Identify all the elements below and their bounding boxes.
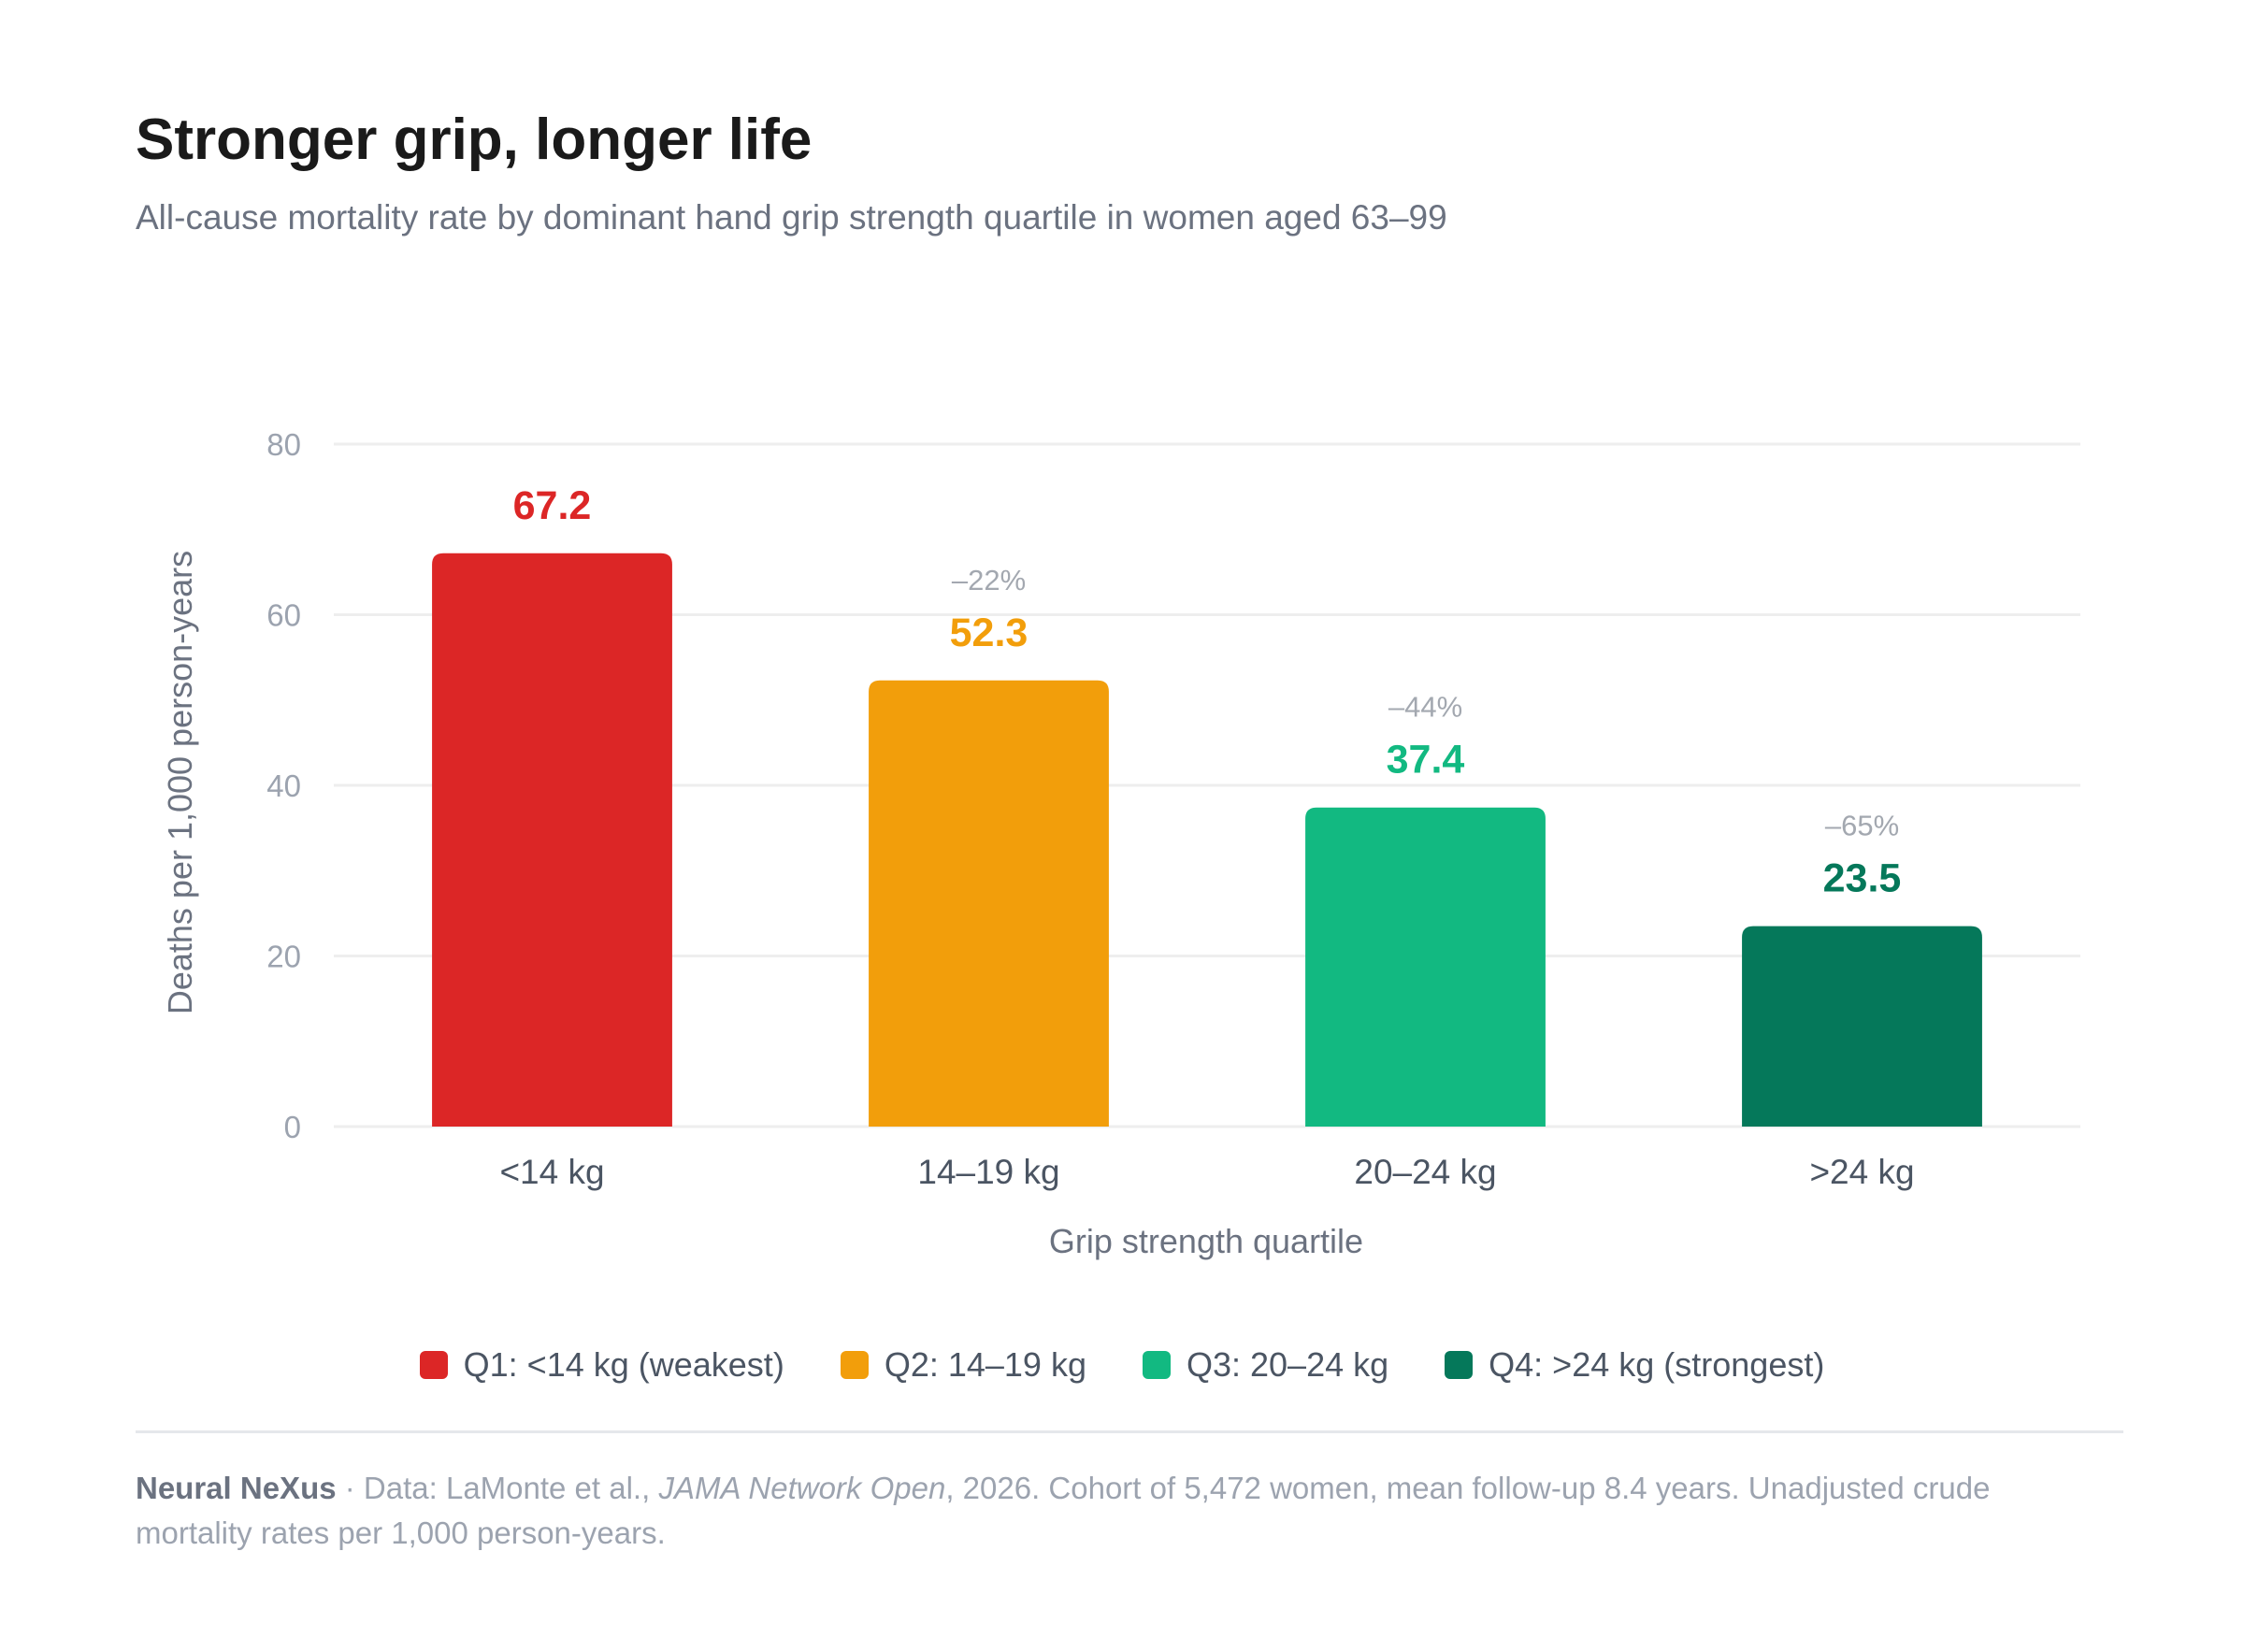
legend-item: Q2: 14–19 kg (840, 1345, 1086, 1385)
change-label: –22% (952, 564, 1026, 596)
x-axis-ticks: <14 kg 14–19 kg 20–24 kg >24 kg (499, 1153, 1914, 1191)
change-label: –65% (1825, 810, 1899, 842)
bar (869, 680, 1109, 1127)
x-tick-label: 20–24 kg (1354, 1153, 1496, 1191)
bar (1305, 807, 1546, 1127)
y-tick-label: 20 (266, 940, 301, 974)
data-label: 23.5 (1823, 856, 1902, 901)
data-label: 52.3 (950, 611, 1028, 655)
data-labels: 67.2 52.3 –22% 37.4 –44% 23.5 –65% (513, 483, 1902, 901)
data-label: 37.4 (1387, 738, 1465, 783)
legend-label: Q2: 14–19 kg (884, 1345, 1086, 1384)
footer-divider (136, 1430, 2123, 1433)
x-tick-label: >24 kg (1809, 1153, 1914, 1191)
y-axis-label: Deaths per 1,000 person-years (161, 551, 199, 1014)
footer-separator: · (336, 1471, 364, 1505)
legend-swatch (1445, 1351, 1474, 1379)
legend-swatch (419, 1351, 448, 1379)
y-tick-label: 60 (266, 598, 301, 633)
legend-item: Q4: >24 kg (strongest) (1445, 1345, 1824, 1385)
legend-swatch (840, 1351, 869, 1379)
source-prefix: Data: LaMonte et al., (363, 1471, 659, 1505)
x-tick-label: 14–19 kg (917, 1153, 1059, 1191)
source-suffix: , 2026. Cohort of 5,472 women, mean foll… (136, 1471, 1991, 1550)
legend-label: Q4: >24 kg (strongest) (1489, 1345, 1825, 1384)
legend-item: Q1: <14 kg (weakest) (419, 1345, 784, 1385)
x-tick-label: <14 kg (499, 1153, 604, 1191)
y-tick-label: 40 (266, 769, 301, 803)
legend-item: Q3: 20–24 kg (1142, 1345, 1389, 1385)
bar (1742, 926, 1982, 1127)
data-label: 67.2 (513, 483, 592, 528)
bars (432, 553, 1982, 1127)
legend-swatch (1142, 1351, 1171, 1379)
change-label: –44% (1388, 691, 1462, 724)
chart-subtitle: All-cause mortality rate by dominant han… (136, 198, 1447, 237)
legend-label: Q3: 20–24 kg (1186, 1345, 1389, 1384)
y-tick-label: 0 (284, 1110, 301, 1144)
chart-title: Stronger grip, longer life (136, 108, 813, 172)
y-tick-label: 80 (266, 427, 301, 462)
bar (432, 553, 672, 1127)
legend-label: Q1: <14 kg (weakest) (463, 1345, 784, 1384)
journal-name: JAMA Network Open (658, 1471, 946, 1505)
y-axis-ticks: 0 20 40 60 80 (266, 427, 301, 1144)
bar-chart: 0 20 40 60 80 67.2 52.3 –22% 37.4 –44% 23.5 –65% <… (161, 427, 2080, 1260)
x-axis-label: Grip strength quartile (1049, 1222, 1363, 1260)
brand-name: Neural NeXus (136, 1471, 337, 1505)
legend: Q1: <14 kg (weakest) Q2: 14–19 kg Q3: 20–2… (0, 1339, 2244, 1391)
footer-source: Neural NeXus · Data: LaMonte et al., JAM… (136, 1466, 2080, 1556)
